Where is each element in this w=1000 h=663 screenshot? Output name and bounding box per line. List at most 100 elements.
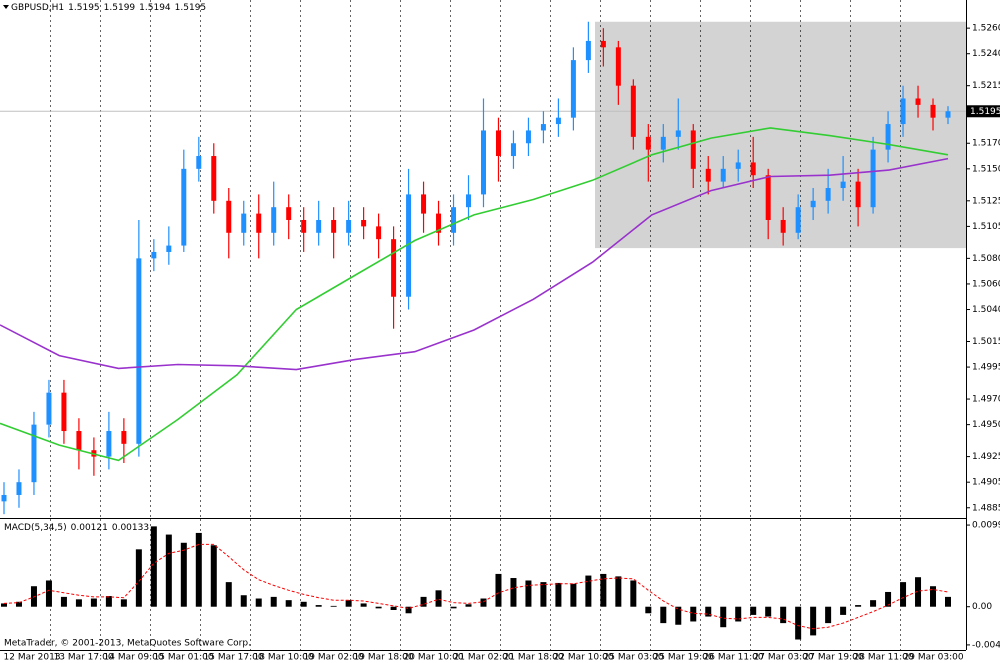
- macd-bar: [390, 606, 397, 610]
- candle-body: [870, 149, 876, 208]
- macd-bar: [300, 601, 307, 607]
- macd-value: 0.00121: [71, 523, 108, 533]
- candle-body: [780, 219, 786, 233]
- candle-body: [406, 194, 412, 297]
- candle-body: [735, 162, 741, 169]
- macd-bar: [705, 606, 712, 617]
- x-tick-label: 19 Mar 02:00: [304, 653, 364, 663]
- indicator: MACD(5,34,5): [4, 523, 67, 533]
- candle-body: [271, 207, 277, 233]
- macd-bar: [255, 598, 262, 607]
- x-tick-label: 27 Mar 19:00: [804, 653, 864, 663]
- macd-bar: [270, 596, 277, 607]
- low-price: 1.5194: [139, 3, 171, 13]
- candle-body: [915, 98, 921, 105]
- candle-body: [421, 194, 427, 214]
- candle-body: [525, 130, 531, 144]
- candle-body: [76, 431, 82, 451]
- candle-body: [376, 226, 382, 240]
- x-tick-label: 15 Mar 01:00: [154, 653, 214, 663]
- candle-body: [930, 104, 936, 118]
- y-tick-label: 1.5105: [972, 222, 1000, 232]
- macd-bar: [735, 606, 742, 622]
- x-tick-label: 20 Mar 10:00: [404, 653, 464, 663]
- candle-body: [810, 200, 816, 208]
- candle-body: [675, 130, 681, 137]
- macd-bar: [90, 598, 97, 607]
- macd-bar: [870, 600, 877, 607]
- y-tick-label: 1.4925: [972, 452, 1000, 462]
- macd-bar: [285, 600, 292, 607]
- macd-bar: [795, 606, 802, 640]
- moving-average: [0, 157, 949, 371]
- candle-body: [106, 431, 112, 457]
- macd-bar: [585, 575, 592, 607]
- macd-bar: [810, 606, 817, 636]
- x-tick-label: 29 Mar 03:00: [904, 653, 964, 663]
- candle-body: [510, 143, 516, 157]
- candle-body: [855, 181, 861, 208]
- macd-bar: [930, 586, 937, 607]
- x-tick-label: 25 Mar 03:00: [604, 653, 664, 663]
- candle-body: [570, 60, 576, 118]
- macd-bar: [945, 596, 951, 607]
- macd-bar: [630, 580, 637, 607]
- signal-value: 0.00133: [112, 523, 149, 533]
- signal-line: [3, 543, 949, 630]
- candle-body: [301, 219, 307, 233]
- current-price-box: [967, 105, 1000, 118]
- candle-body: [16, 482, 22, 495]
- macd-title: MACD(5,34,5) 0.00121 0.00133: [4, 523, 149, 533]
- high-price: 1.5199: [104, 3, 136, 13]
- candle-body: [331, 219, 337, 233]
- menu-arrow[interactable]: [3, 5, 9, 9]
- chart-title: GBPUSD,H1 1.5195 1.5199 1.5194 1.5195: [11, 3, 206, 13]
- candle-body: [540, 124, 546, 131]
- y-tick-label: 1.5260: [972, 24, 1000, 34]
- candle-body: [46, 392, 52, 425]
- y-tick-label: 1.5080: [972, 254, 1000, 264]
- macd-bar: [345, 600, 352, 607]
- y-tick-label: 0.00996: [972, 521, 1000, 531]
- candle-body: [1, 494, 7, 502]
- macd-bar: [540, 582, 547, 607]
- macd-bar: [360, 603, 367, 607]
- y-tick-label: 1.4905: [972, 478, 1000, 488]
- candle-body: [451, 207, 457, 233]
- candle-body: [181, 168, 187, 246]
- open-price: 1.5195: [68, 3, 100, 13]
- candle-body: [555, 117, 561, 125]
- candle-body: [945, 111, 951, 118]
- candle-body: [136, 258, 142, 444]
- candle-body: [256, 213, 262, 233]
- macd-bar: [750, 606, 757, 615]
- macd-bar: [465, 604, 472, 607]
- macd-bar: [600, 573, 607, 607]
- candle-body: [316, 219, 322, 233]
- macd-bar: [435, 590, 442, 607]
- candle-body: [660, 136, 666, 150]
- candle-body: [840, 181, 846, 189]
- candle-body: [885, 124, 891, 150]
- macd-bar: [315, 605, 322, 607]
- macd-bar: [480, 598, 487, 607]
- macd-bar: [120, 599, 127, 607]
- x-tick-label: 14 Mar 09:00: [104, 653, 164, 663]
- candle-body: [361, 219, 367, 227]
- y-tick-label: 1.5215: [972, 81, 1000, 91]
- macd-bar: [915, 577, 922, 607]
- candle-body: [630, 85, 636, 137]
- candle-body: [226, 200, 232, 233]
- moving-average: [0, 127, 949, 462]
- candle-body: [705, 168, 711, 182]
- macd-bar: [420, 596, 427, 607]
- x-tick-label: 13 Mar 17:00: [54, 653, 114, 663]
- candle-body: [720, 168, 726, 182]
- macd-bar: [450, 606, 457, 609]
- candle-body: [31, 424, 37, 483]
- x-tick-label: 19 Mar 18:00: [354, 653, 414, 663]
- x-tick-label: 21 Mar 18:00: [504, 653, 564, 663]
- y-tick-label: 1.4885: [972, 503, 1000, 513]
